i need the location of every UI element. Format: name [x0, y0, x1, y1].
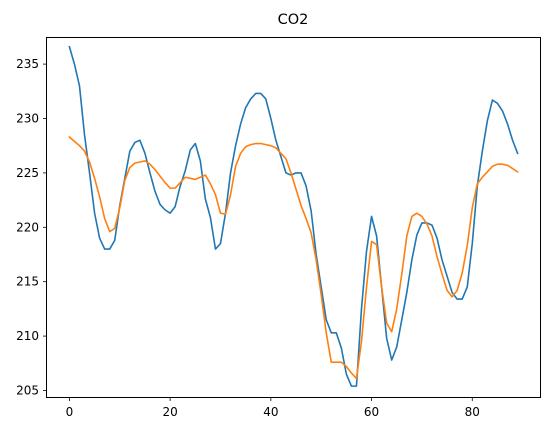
x-axis-ticks: 0 20 40 60 80 — [66, 397, 480, 419]
x-tick-label: 80 — [465, 405, 480, 419]
series-layer — [68, 45, 519, 387]
y-tick-label: 235 — [16, 57, 39, 71]
x-tick-label: 0 — [66, 405, 74, 419]
y-tick-label: 225 — [16, 166, 39, 180]
series-line-2 — [68, 135, 519, 380]
plot-area-frame — [46, 37, 541, 398]
y-axis-ticks: 205 210 215 220 225 230 235 — [16, 57, 47, 397]
chart-title: CO2 — [278, 12, 309, 28]
y-tick-label: 205 — [16, 383, 39, 397]
x-tick-label: 20 — [162, 405, 177, 419]
y-tick-label: 230 — [16, 112, 39, 126]
y-tick-label: 215 — [16, 275, 39, 289]
x-tick-label: 60 — [364, 405, 379, 419]
series-line-1 — [68, 45, 519, 387]
x-tick-label: 40 — [263, 405, 278, 419]
y-tick-label: 220 — [16, 220, 39, 234]
y-tick-label: 210 — [16, 329, 39, 343]
